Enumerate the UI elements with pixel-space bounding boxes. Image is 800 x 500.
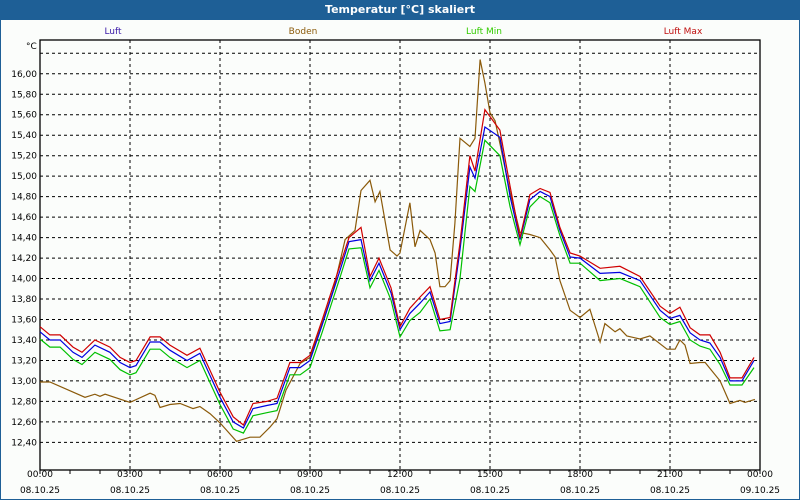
x-tick-date: 08.10.25 bbox=[650, 486, 690, 496]
series-line-luft-min bbox=[39, 139, 755, 434]
x-tick-time: 09:00 bbox=[297, 470, 323, 480]
chart-title: Temperatur [°C] skaliert bbox=[0, 0, 800, 20]
x-tick-time: 00:00 bbox=[27, 470, 53, 480]
y-axis-label: °C bbox=[26, 42, 37, 52]
x-tick-time: 18:00 bbox=[567, 470, 593, 480]
x-tick-time: 15:00 bbox=[477, 470, 503, 480]
x-tick-time: 12:00 bbox=[387, 470, 413, 480]
y-tick-label: 15,60 bbox=[11, 111, 37, 121]
x-tick-date: 08.10.25 bbox=[560, 486, 600, 496]
y-tick-label: 14,60 bbox=[11, 213, 37, 223]
x-tick-time: 21:00 bbox=[657, 470, 683, 480]
x-tick-time: 00:00 bbox=[747, 470, 773, 480]
y-tick-label: 12,80 bbox=[11, 397, 37, 407]
y-tick-label: 14,00 bbox=[11, 275, 37, 285]
y-tick-label: 15,00 bbox=[11, 172, 37, 182]
legend-boden: Boden bbox=[289, 27, 318, 37]
y-tick-label: 13,60 bbox=[11, 316, 37, 326]
x-tick-date: 08.10.25 bbox=[20, 486, 60, 496]
x-tick-date: 09.10.25 bbox=[740, 486, 780, 496]
series-line-luft bbox=[39, 125, 755, 429]
legend-luft-max: Luft Max bbox=[664, 27, 703, 37]
x-tick-time: 03:00 bbox=[117, 470, 143, 480]
series-line-boden bbox=[40, 59, 756, 442]
x-tick-date: 08.10.25 bbox=[470, 486, 510, 496]
legend-luft: Luft bbox=[104, 27, 122, 37]
x-tick-date: 08.10.25 bbox=[290, 486, 330, 496]
x-tick-date: 08.10.25 bbox=[110, 486, 150, 496]
y-tick-label: 15,40 bbox=[11, 131, 37, 141]
y-tick-label: 16,00 bbox=[11, 70, 37, 80]
y-tick-label: 13,00 bbox=[11, 377, 37, 387]
y-tick-label: 13,20 bbox=[11, 356, 37, 366]
y-tick-label: 14,40 bbox=[11, 234, 37, 244]
series-line-luft-max bbox=[39, 108, 755, 426]
y-tick-label: 15,80 bbox=[11, 90, 37, 100]
plot-frame bbox=[39, 39, 761, 471]
y-tick-label: 12,40 bbox=[11, 438, 37, 448]
y-tick-label: 13,80 bbox=[11, 295, 37, 305]
x-tick-date: 08.10.25 bbox=[380, 486, 420, 496]
y-tick-label: 14,20 bbox=[11, 254, 37, 264]
x-tick-time: 06:00 bbox=[207, 470, 233, 480]
y-tick-label: 15,20 bbox=[11, 152, 37, 162]
y-tick-label: 14,80 bbox=[11, 193, 37, 203]
x-tick-date: 08.10.25 bbox=[200, 486, 240, 496]
y-tick-label: 13,40 bbox=[11, 336, 37, 346]
y-tick-label: 12,60 bbox=[11, 418, 37, 428]
legend-luft-min: Luft Min bbox=[466, 27, 502, 37]
